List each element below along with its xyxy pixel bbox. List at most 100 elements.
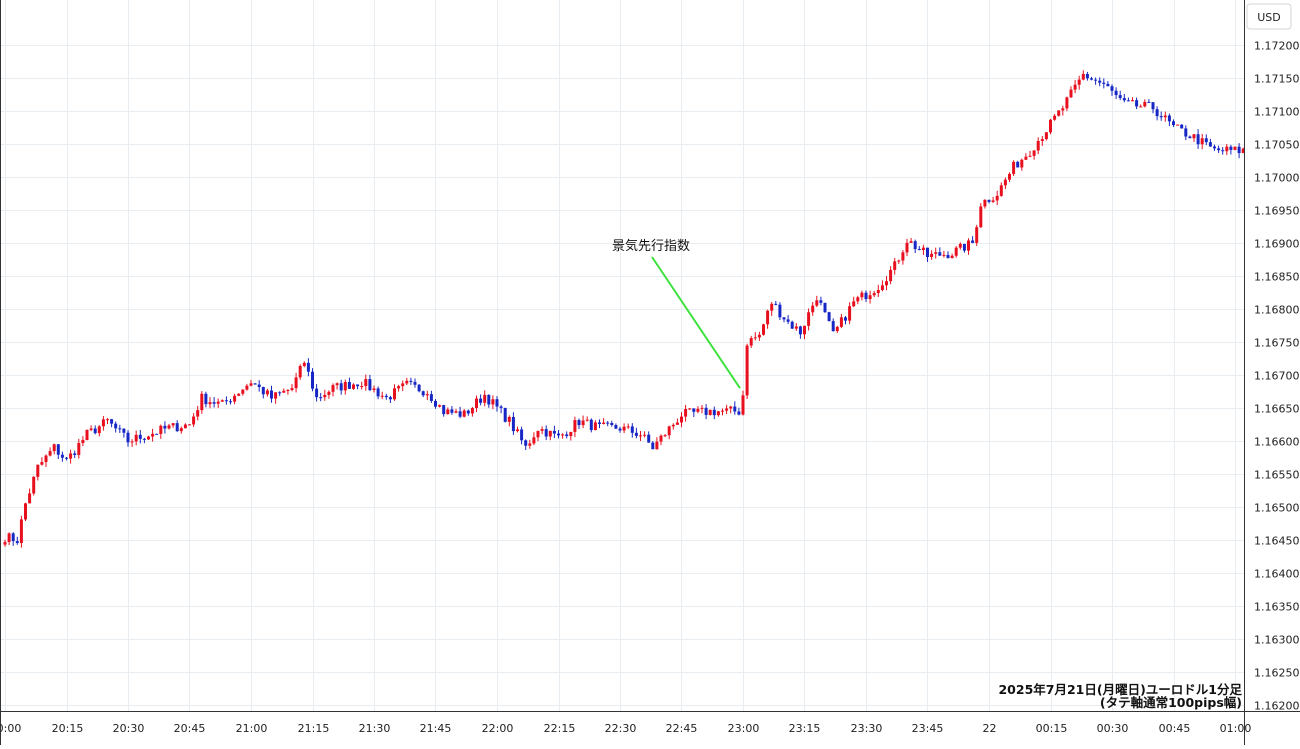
caption-line-1: 2025年7月21日(月曜日)ユーロドル1分足 xyxy=(998,682,1242,697)
candle xyxy=(565,431,569,439)
candle xyxy=(864,290,868,302)
candle xyxy=(917,246,921,251)
candle xyxy=(942,250,946,258)
candle xyxy=(438,404,442,408)
candle xyxy=(1053,114,1057,121)
y-tick-label: 1.16400 xyxy=(1254,568,1300,581)
y-tick-label: 1.16550 xyxy=(1254,469,1300,482)
candle xyxy=(282,388,286,393)
candle xyxy=(36,464,40,481)
candle xyxy=(241,389,245,396)
candle xyxy=(442,404,446,417)
currency-box[interactable]: USD xyxy=(1246,3,1292,30)
candle xyxy=(675,418,679,425)
y-tick-label: 1.16450 xyxy=(1254,535,1300,548)
candle xyxy=(208,397,212,409)
candle xyxy=(798,325,802,339)
candle xyxy=(1213,144,1216,151)
candle xyxy=(302,361,306,368)
y-tick-label: 1.17000 xyxy=(1254,172,1300,185)
candle xyxy=(774,300,778,306)
candle xyxy=(106,417,109,425)
candle xyxy=(1081,70,1085,81)
candle xyxy=(511,412,515,435)
candle xyxy=(270,385,273,403)
candle xyxy=(745,343,749,400)
candle xyxy=(577,418,581,430)
candle xyxy=(1139,104,1143,108)
candle xyxy=(639,431,642,442)
candle xyxy=(831,318,835,332)
candle xyxy=(999,182,1003,197)
candle xyxy=(606,420,610,427)
candle xyxy=(1040,136,1044,146)
candle xyxy=(171,422,175,428)
y-tick-label: 1.16750 xyxy=(1254,337,1300,350)
candle xyxy=(183,423,187,429)
candle xyxy=(561,433,565,439)
candle xyxy=(585,416,589,422)
x-tick-label: 21:30 xyxy=(359,722,391,735)
candle xyxy=(967,238,970,255)
candles xyxy=(3,70,1245,548)
candle xyxy=(32,476,36,496)
candle xyxy=(762,323,765,336)
candle xyxy=(274,392,278,404)
candle xyxy=(598,419,601,429)
candle xyxy=(991,196,995,203)
candle xyxy=(15,536,19,545)
candle xyxy=(889,266,893,285)
candle xyxy=(602,418,606,425)
candle xyxy=(19,515,23,548)
candle xyxy=(737,407,741,416)
candle xyxy=(503,407,507,423)
candle xyxy=(421,390,425,398)
candle xyxy=(573,416,577,438)
candle xyxy=(979,203,983,228)
candle xyxy=(323,389,327,401)
candle xyxy=(372,385,376,393)
candle xyxy=(397,384,401,392)
x-tick-label: 00:45 xyxy=(1159,722,1191,735)
candle xyxy=(155,433,159,435)
candle xyxy=(122,428,126,438)
candle xyxy=(319,392,323,402)
candle xyxy=(1172,119,1175,127)
y-tick-label: 1.16900 xyxy=(1254,238,1300,251)
candle xyxy=(655,437,659,450)
candle xyxy=(1110,84,1114,96)
candle xyxy=(581,415,585,429)
y-tick-label: 1.17050 xyxy=(1254,139,1300,152)
candle xyxy=(364,374,368,391)
candle xyxy=(347,377,351,390)
candle xyxy=(224,396,228,405)
candle xyxy=(1180,124,1184,129)
candle xyxy=(946,251,950,259)
candle xyxy=(807,308,811,331)
candle xyxy=(352,383,355,390)
candle xyxy=(835,325,839,333)
candle xyxy=(634,427,638,439)
candle xyxy=(93,425,97,435)
candle xyxy=(536,430,540,442)
candle xyxy=(1221,147,1225,155)
x-tick-label: 01:00 xyxy=(1220,722,1252,735)
y-tick-label: 1.17150 xyxy=(1254,73,1300,86)
candle xyxy=(1085,71,1089,81)
candle xyxy=(28,488,32,504)
candle xyxy=(434,399,437,409)
y-axis-labels: 1.17200 1.17150 1.17100 1.17050 1.17000 1.169… xyxy=(1254,40,1300,713)
candle xyxy=(823,302,827,313)
candle xyxy=(995,190,999,206)
candle xyxy=(897,259,901,264)
candle xyxy=(729,405,733,414)
candle xyxy=(1167,113,1171,127)
candle xyxy=(876,284,880,297)
candle xyxy=(134,430,138,446)
candle xyxy=(1049,118,1052,135)
x-tick-label: 00:30 xyxy=(1097,722,1129,735)
candle xyxy=(552,425,556,439)
candle xyxy=(905,238,909,257)
candle xyxy=(151,428,155,442)
